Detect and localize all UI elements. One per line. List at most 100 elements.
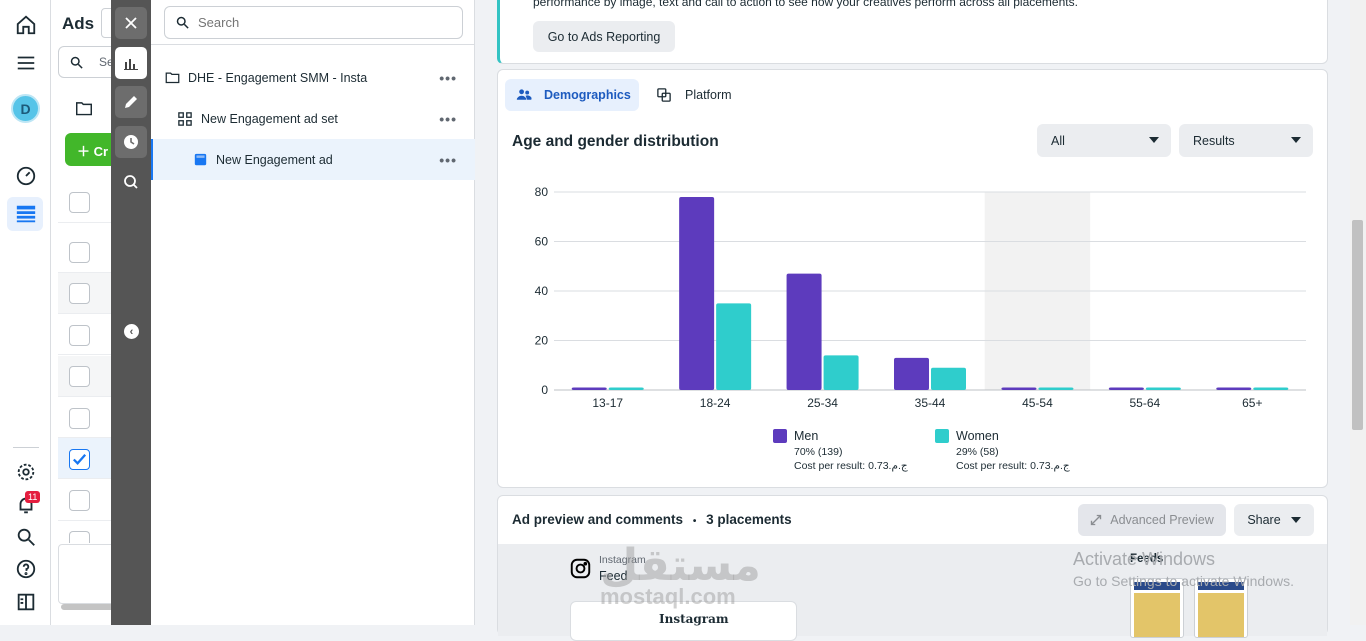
mostaql-watermark-url: mostaql.com — [600, 584, 736, 609]
campaign-name: DHE - Engagement SMM - Insta — [188, 70, 368, 85]
campaigns-tab[interactable] — [65, 92, 105, 124]
bar-women-35-44[interactable] — [931, 367, 966, 390]
bar-men-45-54[interactable] — [1001, 387, 1037, 390]
dashboard-gauge-icon[interactable] — [13, 163, 39, 189]
bar-men-65+[interactable] — [1216, 387, 1252, 390]
more-options-icon[interactable]: ••• — [439, 111, 457, 127]
legend-label-women: Women — [956, 429, 999, 443]
bar-men-35-44[interactable] — [894, 357, 929, 390]
chart-title: Age and gender distribution — [512, 133, 719, 150]
x-tick-label: 18-24 — [700, 396, 731, 410]
share-label: Share — [1247, 513, 1281, 527]
tab-demographics[interactable]: Demographics — [505, 79, 639, 111]
row-checkbox[interactable] — [69, 242, 90, 263]
x-tick-label: 25-34 — [807, 396, 838, 410]
tree-search-input[interactable] — [198, 15, 448, 30]
share-button[interactable]: Share — [1234, 504, 1314, 536]
ads-manager-table-icon[interactable] — [13, 201, 39, 227]
table-row — [58, 182, 120, 223]
bar-men-55-64[interactable] — [1108, 387, 1144, 390]
placements-count: 3 placements — [706, 512, 792, 527]
row-checkbox[interactable] — [69, 408, 90, 429]
bar-women-18-24[interactable] — [716, 303, 752, 390]
bar-women-13-17[interactable] — [608, 387, 644, 390]
activate-windows-subtext: Go to Settings to activate Windows. — [1073, 573, 1294, 589]
go-to-ads-reporting-button[interactable]: Go to Ads Reporting — [533, 21, 675, 52]
tab-platform[interactable]: Platform — [657, 79, 732, 111]
ads-search-input[interactable]: Se — [58, 46, 120, 78]
metric-filter-dropdown[interactable]: Results — [1179, 124, 1313, 157]
caret-down-icon — [1290, 517, 1301, 523]
home-icon[interactable] — [13, 12, 39, 38]
ads-table-underlay: Ads Se ＋ Cr — [51, 0, 121, 625]
panel-toggle-icon[interactable] — [13, 589, 39, 615]
notification-count-badge: 11 — [25, 491, 41, 503]
menu-icon[interactable] — [13, 50, 39, 76]
close-button[interactable] — [115, 7, 147, 39]
reporting-description: performance by image, text and call to a… — [533, 0, 1078, 9]
bar-women-25-34[interactable] — [823, 355, 859, 390]
y-tick-label: 20 — [535, 334, 549, 348]
edit-button[interactable] — [115, 86, 147, 118]
collapse-chevron-icon[interactable]: ‹ — [124, 324, 139, 339]
campaign-tree-panel: DHE - Engagement SMM - Insta ••• New Eng… — [151, 0, 475, 625]
x-tick-label: 45-54 — [1022, 396, 1053, 410]
demographics-card: Demographics Platform Age and gender dis… — [497, 69, 1328, 488]
row-checkbox[interactable] — [69, 283, 90, 304]
tree-item-campaign[interactable]: DHE - Engagement SMM - Insta ••• — [151, 57, 475, 98]
row-checkbox[interactable] — [69, 192, 90, 213]
gender-filter-dropdown[interactable]: All — [1037, 124, 1171, 157]
bar-women-65+[interactable] — [1253, 387, 1289, 390]
left-rail: D 11 — [0, 0, 51, 625]
bar-men-13-17[interactable] — [571, 387, 607, 390]
row-checkbox-checked[interactable] — [69, 449, 90, 470]
more-options-icon[interactable]: ••• — [439, 70, 457, 86]
avatar[interactable]: D — [11, 94, 40, 123]
row-checkbox[interactable] — [69, 531, 90, 543]
tree-item-ad-selected[interactable]: New Engagement ad ••• — [151, 139, 475, 180]
mostaql-watermark: مستقل — [600, 540, 761, 591]
search-icon[interactable] — [13, 524, 39, 550]
tree-search-field[interactable] — [164, 6, 463, 39]
legend-swatch-men — [773, 429, 787, 443]
history-button[interactable] — [115, 126, 147, 158]
ad-name: New Engagement ad — [216, 152, 333, 167]
table-row — [58, 480, 120, 521]
tree-item-adset[interactable]: New Engagement ad set ••• — [151, 98, 475, 139]
tab-demographics-label: Demographics — [544, 88, 631, 102]
x-tick-label: 35-44 — [915, 396, 946, 410]
platform-icon — [657, 88, 671, 102]
advanced-preview-button[interactable]: Advanced Preview — [1078, 504, 1226, 536]
tab-platform-label: Platform — [685, 88, 732, 102]
legend-share-men: 70% (139) — [794, 446, 843, 458]
help-icon[interactable] — [13, 556, 39, 582]
row-checkbox[interactable] — [69, 490, 90, 511]
bar-men-18-24[interactable] — [679, 196, 715, 390]
table-footer — [58, 544, 120, 604]
create-label: Cr — [93, 144, 109, 159]
tree-divider — [151, 44, 475, 45]
horizontal-scrollbar[interactable] — [61, 604, 120, 610]
adset-name: New Engagement ad set — [201, 111, 338, 126]
charts-button[interactable] — [115, 47, 147, 79]
bar-women-55-64[interactable] — [1145, 387, 1181, 390]
ad-icon — [192, 152, 208, 168]
row-checkbox[interactable] — [69, 366, 90, 387]
row-checkbox[interactable] — [69, 325, 90, 346]
account-selector[interactable] — [101, 8, 120, 38]
advanced-preview-label: Advanced Preview — [1110, 513, 1214, 527]
create-button[interactable]: ＋ Cr — [65, 133, 120, 166]
inspect-button[interactable] — [115, 166, 147, 198]
settings-gear-icon[interactable] — [13, 459, 39, 485]
more-options-icon[interactable]: ••• — [439, 152, 457, 168]
y-tick-label: 60 — [535, 235, 549, 249]
vertical-scrollbar-thumb[interactable] — [1352, 220, 1363, 430]
preview-title-text: Ad preview and comments — [512, 512, 684, 527]
expand-icon — [1091, 514, 1102, 526]
pencil-icon — [125, 96, 137, 108]
bar-men-25-34[interactable] — [786, 273, 822, 390]
table-row — [58, 397, 120, 438]
ads-title: Ads — [62, 14, 95, 33]
bar-women-45-54[interactable] — [1038, 387, 1074, 390]
clock-icon — [124, 135, 138, 149]
